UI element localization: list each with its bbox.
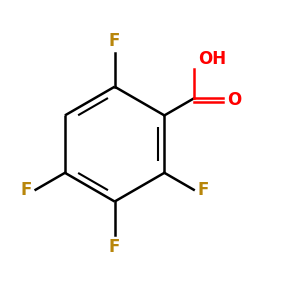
Text: OH: OH [198,50,226,68]
Text: O: O [227,92,241,110]
Text: F: F [21,181,32,199]
Text: F: F [109,32,120,50]
Text: F: F [197,181,208,199]
Text: F: F [109,238,120,256]
